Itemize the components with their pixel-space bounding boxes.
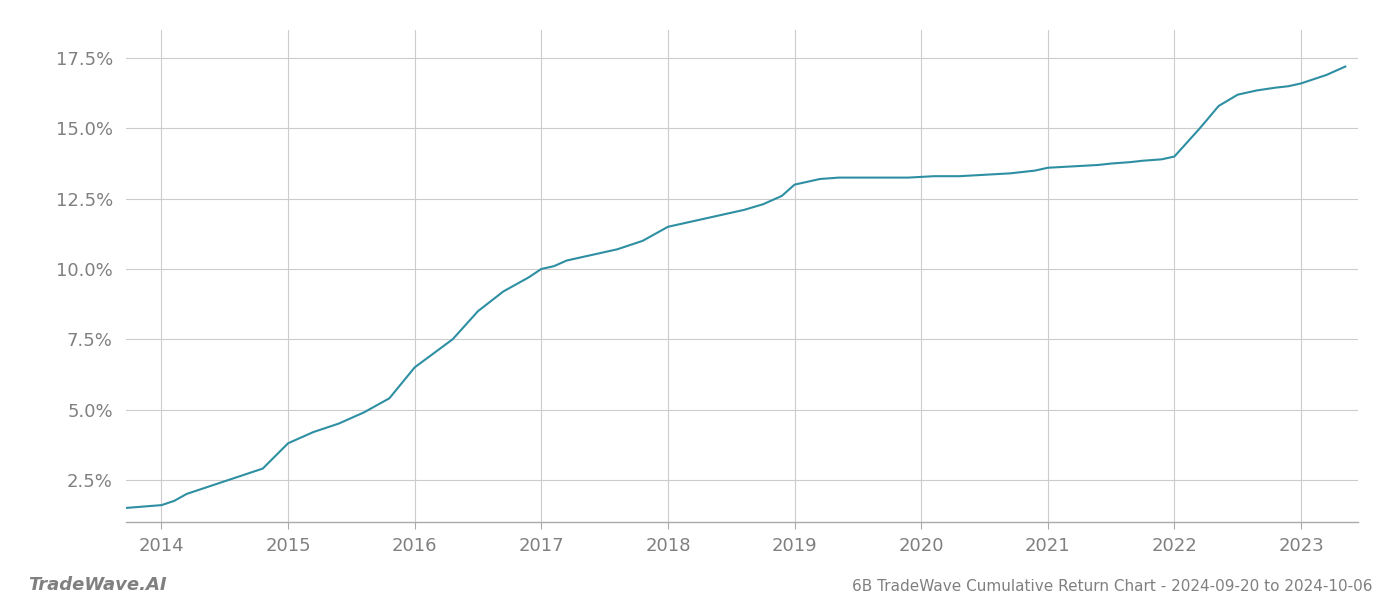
- Text: 6B TradeWave Cumulative Return Chart - 2024-09-20 to 2024-10-06: 6B TradeWave Cumulative Return Chart - 2…: [851, 579, 1372, 594]
- Text: TradeWave.AI: TradeWave.AI: [28, 576, 167, 594]
